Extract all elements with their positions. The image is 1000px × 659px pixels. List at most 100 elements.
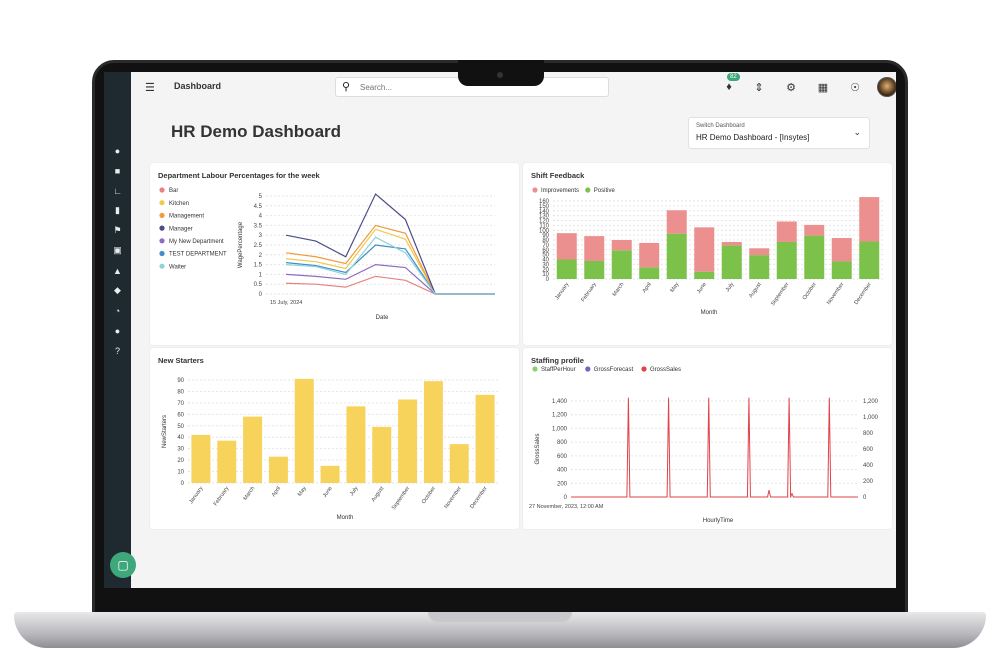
series-line [285,193,495,295]
chat-widget-button[interactable]: ▢ [110,552,136,578]
x-tick-label: 27 November, 2023, 12:00 AM [529,504,604,510]
laptop-base-notch [428,612,572,622]
bar-improvements [749,248,770,256]
y-tick-label: 20 [542,267,549,273]
gear-icon[interactable]: ⚙ [786,81,796,94]
legend-marker [641,366,647,372]
bell-icon[interactable]: ♦ [726,81,732,93]
y-tick-label: 90 [542,233,549,239]
series-line [285,236,495,295]
pie-chart-icon[interactable]: ◔ [114,305,121,316]
sidebar: ● ■ ∟ ▮ ⚑ ▣ ▲ ◆ ◔ ● ? [104,72,131,588]
legend-marker [532,366,538,372]
globe-icon[interactable]: ☉ [850,81,860,94]
y-tick-label: 50 [177,424,184,430]
switch-dashboard-label: Switch Dashboard [696,123,745,129]
legend-marker [159,238,165,244]
bar [449,444,469,483]
y-tick-label: 70 [542,243,549,249]
cube-icon[interactable]: ■ [114,165,121,176]
labour-percentages-card: Department Labour Percentages for the we… [150,163,519,345]
y-right-tick-label: 1,200 [863,399,879,405]
x-axis-label: Date [376,315,389,321]
x-axis-label: Month [337,515,354,521]
card-title: Department Labour Percentages for the we… [158,171,320,180]
help-icon[interactable]: ? [114,345,120,356]
bar-positive [804,235,825,279]
y-right-tick-label: 0 [863,495,867,501]
x-tick-label: May [297,486,308,498]
building-icon[interactable]: ▦ [817,81,829,94]
x-tick-label: 15 July, 2024 [270,300,302,306]
bar [423,381,443,483]
y-tick-label: 4.5 [254,204,263,210]
legend-label: Kitchen [169,201,189,207]
avatar[interactable] [877,77,896,97]
y-axis-label: WagePercentage [238,221,244,268]
bar [217,440,237,483]
y-tick-label: 1,400 [552,399,568,405]
bar-positive [611,250,632,279]
breadcrumb: Dashboard [174,81,222,91]
bar-positive [694,271,715,279]
x-tick-label: July [349,486,360,498]
document-icon[interactable]: ▮ [115,205,120,215]
labour-percentages-chart: Bar Kitchen Management Manager My New Depart… [159,187,495,321]
user-icon[interactable]: ● [114,145,121,156]
gem-icon[interactable]: ◆ [114,285,121,295]
bar-positive [584,260,605,279]
shift-feedback-card: Shift Feedback Improvements Positive 0 10 20… [523,163,892,345]
legend-label: Bar [169,188,178,194]
bar-positive [639,267,660,279]
briefcase-icon[interactable]: ▣ [113,245,122,255]
x-tick-label: April [271,486,282,498]
bar-improvements [694,227,715,272]
bar [294,378,314,483]
y-tick-label: 150 [539,204,550,210]
x-tick-label: December [853,282,873,306]
x-axis-label: HourlyTime [703,518,734,524]
bar-improvements [804,224,825,236]
y-tick-label: 160 [539,199,550,205]
hamburger-menu-icon[interactable]: ☰ [145,82,155,94]
x-tick-label: January [554,282,570,302]
y-tick-label: 2 [259,253,263,259]
legend-marker [159,212,165,218]
fire-icon[interactable]: ▲ [113,265,122,276]
chart-icon[interactable]: ∟ [113,185,122,196]
y-tick-label: 40 [542,258,549,264]
bar [398,399,418,483]
y-right-tick-label: 1,000 [863,415,879,421]
bar-improvements [859,197,880,242]
x-tick-label: November [826,282,846,306]
flag-icon[interactable]: ⚑ [113,225,122,235]
bar-improvements [584,236,605,261]
y-tick-label: 120 [539,219,550,225]
y-tick-label: 40 [177,435,184,441]
y-tick-label: 1,000 [552,426,568,432]
camera [497,72,503,78]
bar-improvements [611,240,632,251]
bar-positive [721,245,742,279]
search-icon: ⚲ [342,81,351,93]
switch-dashboard-value: HR Demo Dashboard - [Insytes] [696,133,810,142]
x-axis-label: Month [701,310,718,316]
app-screen: ● ■ ∟ ▮ ⚑ ▣ ▲ ◆ ◔ ● ? ▢ ☰ Dashboard ⚲ ♦ … [104,72,896,588]
y-tick-label: 100 [539,228,550,234]
switch-dashboard-select[interactable]: Switch Dashboard HR Demo Dashboard - [In… [688,117,870,149]
chevron-down-icon: ⌄ [853,127,861,137]
legend-label: Positive [594,188,616,194]
bar-improvements [831,238,852,262]
bar-positive [776,241,797,279]
y-tick-label: 50 [542,253,549,259]
y-tick-label: 140 [539,209,550,215]
x-tick-label: October [421,486,437,506]
bar [320,465,340,483]
y-tick-label: 800 [557,440,568,446]
staffing-profile-chart: StaffPerHour GrossForecast GrossSales 0 200 4… [529,366,879,524]
shift-feedback-chart: Improvements Positive01020304050607080901… [532,187,883,316]
chat-icon[interactable]: ● [114,325,121,336]
legend-label: My New Department [169,239,224,245]
sort-arrows-icon[interactable]: ⇕ [754,81,764,94]
gross-sales-line [571,397,858,498]
